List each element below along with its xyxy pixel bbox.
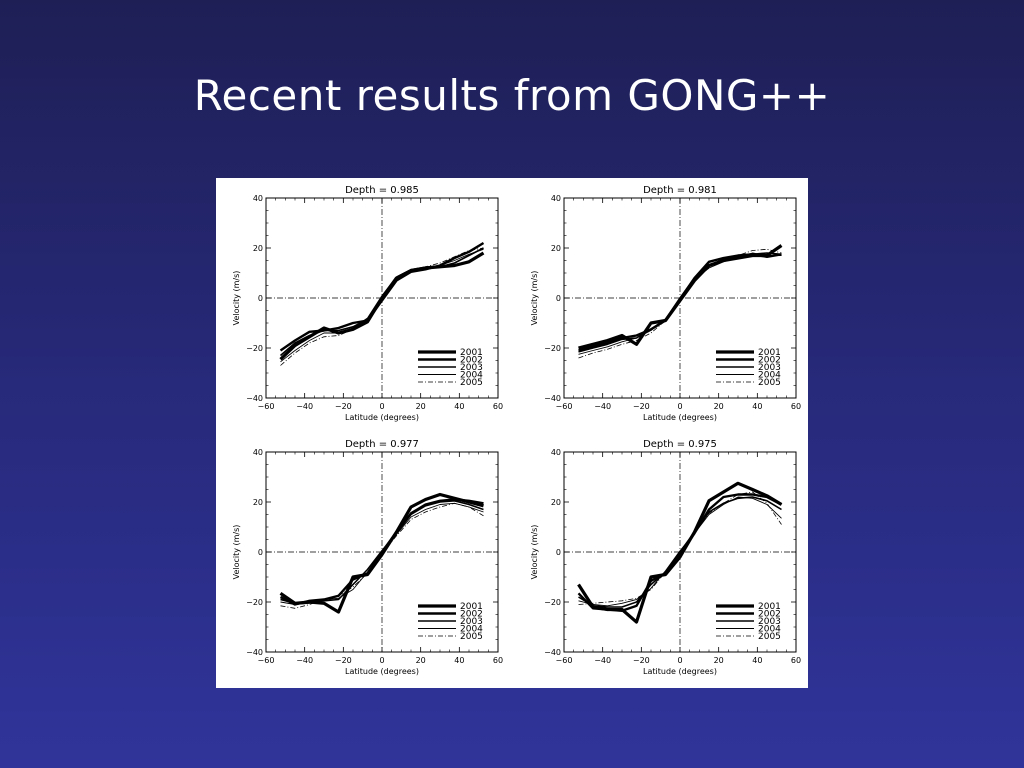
panel-4-xtick-label: 20 bbox=[714, 656, 724, 665]
panel-2-xtick-label: 0 bbox=[677, 402, 682, 411]
panel-1-title: Depth = 0.985 bbox=[345, 185, 419, 196]
panel-4-xlabel: Latitude (degrees) bbox=[643, 667, 717, 676]
panel-2-xlabel: Latitude (degrees) bbox=[643, 413, 717, 422]
panel-3-series-2004 bbox=[280, 502, 484, 605]
panel-3-ytick-label: 40 bbox=[253, 448, 263, 457]
panel-4: Depth = 0.975−60 −40 −20 0 20 40 60−40−2002040… bbox=[530, 439, 801, 676]
panel-3-xtick-label: −20 bbox=[335, 656, 352, 665]
panel-4-series-2005 bbox=[578, 491, 782, 605]
panel-4-ylabel: Velocity (m/s) bbox=[530, 525, 539, 580]
panel-2-legend-label-2004: 2004 bbox=[758, 371, 781, 381]
panel-4-ytick-label: 0 bbox=[556, 548, 561, 557]
panel-1-legend-label-2003: 2003 bbox=[460, 363, 483, 373]
panel-1-xtick-label: −20 bbox=[335, 402, 352, 411]
panel-3-xtick-label: −40 bbox=[296, 656, 313, 665]
panel-3-xtick-label: 20 bbox=[416, 656, 426, 665]
panel-4-legend-label-2005: 2005 bbox=[758, 632, 781, 642]
panel-2-xtick-label: −40 bbox=[594, 402, 611, 411]
panel-1-xtick-label: 60 bbox=[493, 402, 503, 411]
panel-2-title: Depth = 0.981 bbox=[643, 185, 717, 196]
panel-3-legend-label-2003: 2003 bbox=[460, 617, 483, 627]
panel-3-title: Depth = 0.977 bbox=[345, 439, 419, 450]
panel-2-ytick-label: 20 bbox=[551, 244, 561, 253]
panel-1-legend-label-2002: 2002 bbox=[460, 356, 483, 366]
panel-4-legend-label-2002: 2002 bbox=[758, 610, 781, 620]
panel-3-xlabel: Latitude (degrees) bbox=[345, 667, 419, 676]
panel-4-legend-label-2001: 2001 bbox=[758, 602, 781, 612]
panel-4-xtick-label: 60 bbox=[791, 656, 801, 665]
panel-3-ytick-label: −20 bbox=[246, 598, 263, 607]
panel-4-xtick-label: −20 bbox=[633, 656, 650, 665]
panel-1-legend-label-2001: 2001 bbox=[460, 348, 483, 358]
panel-4-ytick-label: −20 bbox=[544, 598, 561, 607]
panel-2: Depth = 0.981−60 −40 −20 0 20 40 60−40−2002040… bbox=[530, 185, 801, 422]
panel-3-xtick-label: 40 bbox=[454, 656, 464, 665]
panel-3-legend-label-2002: 2002 bbox=[460, 610, 483, 620]
panel-3-legend-label-2001: 2001 bbox=[460, 602, 483, 612]
panel-1-xlabel: Latitude (degrees) bbox=[345, 413, 419, 422]
panel-4-ytick-label: 40 bbox=[551, 448, 561, 457]
panel-1-ylabel: Velocity (m/s) bbox=[232, 271, 241, 326]
panel-4-ytick-label: −40 bbox=[544, 648, 561, 657]
panel-3-series-2005 bbox=[280, 502, 484, 609]
panel-1-ytick-label: −20 bbox=[246, 344, 263, 353]
panel-3-xtick-label: 0 bbox=[379, 656, 384, 665]
panel-1-xtick-label: −60 bbox=[258, 402, 275, 411]
panel-2-legend-label-2005: 2005 bbox=[758, 378, 781, 388]
panel-1-ytick-label: 20 bbox=[253, 244, 263, 253]
panel-1-series-2004 bbox=[280, 248, 484, 363]
panel-2-xtick-label: 20 bbox=[714, 402, 724, 411]
slide-title: Recent results from GONG++ bbox=[193, 71, 831, 120]
panel-2-xtick-label: −20 bbox=[633, 402, 650, 411]
panel-3-xtick-label: −60 bbox=[258, 656, 275, 665]
panel-4-xtick-label: 40 bbox=[752, 656, 762, 665]
panel-1: Depth = 0.985−60 −40 −20 0 20 40 60−40−2002040… bbox=[232, 185, 503, 422]
panel-2-series-2005 bbox=[578, 248, 782, 359]
panel-4-series-2002 bbox=[577, 493, 783, 612]
panel-1-ytick-label: −40 bbox=[246, 394, 263, 403]
panel-3-ytick-label: 0 bbox=[258, 548, 263, 557]
panel-3-legend-label-2004: 2004 bbox=[460, 625, 483, 635]
panel-1-legend-label-2005: 2005 bbox=[460, 378, 483, 388]
panel-2-legend-label-2001: 2001 bbox=[758, 348, 781, 358]
velocity-figure: Depth = 0.985 −60 −40 −20 0 20 40 60 −40 −20 0 20 40… bbox=[216, 178, 808, 688]
panel-2-xtick-label: −60 bbox=[556, 402, 573, 411]
panel-1-series-2005 bbox=[280, 247, 484, 366]
panel-1-xtick-label: 0 bbox=[379, 402, 384, 411]
panel-3-ytick-label: −40 bbox=[246, 648, 263, 657]
panel-3-ylabel: Velocity (m/s) bbox=[232, 525, 241, 580]
panel-1-ytick-label: 0 bbox=[258, 294, 263, 303]
panel-2-legend-label-2003: 2003 bbox=[758, 363, 781, 373]
panel-4-xtick-label: −40 bbox=[594, 656, 611, 665]
panel-2-ytick-label: 40 bbox=[551, 194, 561, 203]
panel-4-xtick-label: −60 bbox=[556, 656, 573, 665]
panel-1-series-2003 bbox=[279, 247, 484, 357]
panel-2-ytick-label: −20 bbox=[544, 344, 561, 353]
panel-4-ytick-label: 20 bbox=[551, 498, 561, 507]
panel-4-title: Depth = 0.975 bbox=[643, 439, 717, 450]
panel-1-series-2002 bbox=[279, 241, 485, 352]
panel-1-xtick-label: 20 bbox=[416, 402, 426, 411]
panel-1-legend-label-2004: 2004 bbox=[460, 371, 483, 381]
panel-2-legend-label-2002: 2002 bbox=[758, 356, 781, 366]
panel-1-xtick-label: 40 bbox=[454, 402, 464, 411]
velocity-figure-svg: Depth = 0.985−60 −40 −20 0 20 40 60−40−2002040… bbox=[232, 185, 801, 676]
panel-4-xtick-label: 0 bbox=[677, 656, 682, 665]
panel-3-xtick-label: 60 bbox=[493, 656, 503, 665]
panel-1-ytick-label: 40 bbox=[253, 194, 263, 203]
panel-4-legend-label-2004: 2004 bbox=[758, 625, 781, 635]
panel-1-xtick-label: −40 bbox=[296, 402, 313, 411]
panel-2-ylabel: Velocity (m/s) bbox=[530, 271, 539, 326]
panel-3-ytick-label: 20 bbox=[253, 498, 263, 507]
panel-2-ytick-label: 0 bbox=[556, 294, 561, 303]
panel-4-legend-label-2003: 2003 bbox=[758, 617, 781, 627]
panel-2-xtick-label: 60 bbox=[791, 402, 801, 411]
panel-3-legend-label-2005: 2005 bbox=[460, 632, 483, 642]
panel-3: Depth = 0.977−60 −40 −20 0 20 40 60−40−2002040… bbox=[232, 439, 503, 676]
panel-4-series-2004 bbox=[578, 496, 782, 607]
panel-2-xtick-label: 40 bbox=[752, 402, 762, 411]
panel-2-ytick-label: −40 bbox=[544, 394, 561, 403]
